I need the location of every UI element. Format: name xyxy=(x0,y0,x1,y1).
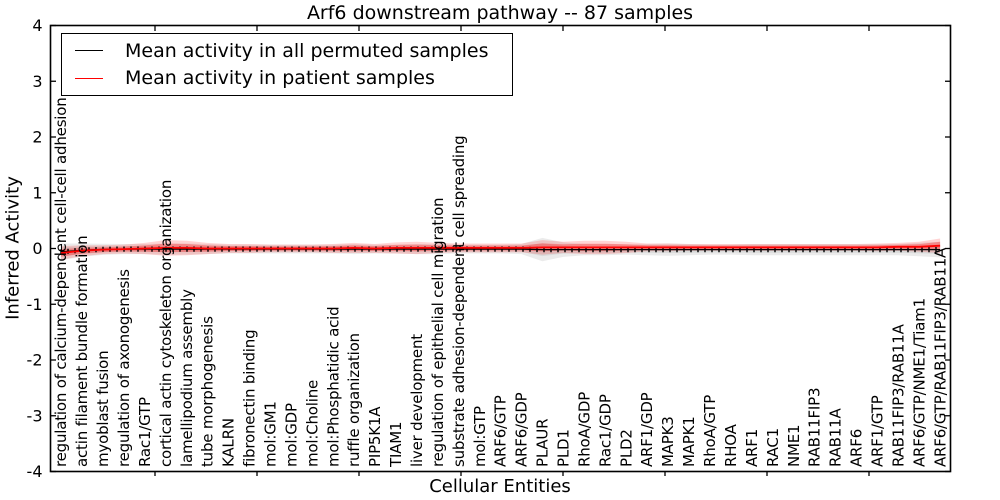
y-tick-label: -2 xyxy=(27,351,43,370)
x-category-label: RhoA/GDP xyxy=(576,392,594,467)
x-category-label: RAB11A xyxy=(827,408,845,467)
x-category-label: TIAM1 xyxy=(387,422,405,468)
x-category-label: liver development xyxy=(408,334,426,467)
x-category-label: NME1 xyxy=(785,425,803,467)
x-category-label: actin filament bundle formation xyxy=(73,236,91,468)
x-category-label: mol:GM1 xyxy=(262,401,280,467)
x-category-label: Rac1/GDP xyxy=(596,394,614,467)
x-category-label: mol:GTP xyxy=(471,406,489,467)
y-tick-label: 1 xyxy=(32,183,42,202)
x-category-label: ARF6/GDP xyxy=(513,392,531,467)
x-category-label: ARF1/GTP xyxy=(869,395,887,467)
y-axis-label: Inferred Activity xyxy=(2,176,24,320)
x-axis-label: Cellular Entities xyxy=(429,476,571,497)
x-category-label: ARF6/GTP xyxy=(492,395,510,467)
x-category-label: MAPK1 xyxy=(680,416,698,467)
permuted-line-swatch-icon xyxy=(75,50,103,52)
x-category-label: substrate adhesion-dependent cell spread… xyxy=(450,135,468,467)
patient-line-swatch-icon xyxy=(75,77,103,79)
x-category-label: regulation of axonogenesis xyxy=(115,269,133,467)
y-tick-label: 3 xyxy=(32,72,42,91)
x-category-label: KALRN xyxy=(220,418,238,467)
x-category-label: ARF6 xyxy=(848,429,866,467)
x-category-label: mol:Choline xyxy=(303,380,321,467)
legend-item-permuted: Mean activity in all permuted samples xyxy=(62,40,512,62)
x-category-label: PIP5K1A xyxy=(366,406,384,467)
y-tick-label: -3 xyxy=(27,406,43,425)
y-tick-label: 2 xyxy=(32,128,42,147)
x-category-label: regulation of epithelial cell migration xyxy=(429,198,447,467)
x-category-label: mol:Phosphatidic acid xyxy=(324,307,342,467)
y-tick-label: -1 xyxy=(27,295,43,314)
x-category-label: Rac1/GTP xyxy=(136,397,154,467)
x-category-label: mol:GDP xyxy=(282,403,300,467)
x-category-label: PLD2 xyxy=(617,429,635,467)
chart-title: Arf6 downstream pathway -- 87 samples xyxy=(306,2,694,24)
x-category-label: MAPK3 xyxy=(659,416,677,467)
x-category-label: ARF6/GTP/RAB11FIP3/RAB11A xyxy=(931,247,949,467)
x-category-label: myoblast fusion xyxy=(94,351,112,467)
x-category-label: lamellipodium assembly xyxy=(178,289,196,467)
x-category-label: ruffle organization xyxy=(345,333,363,467)
x-category-label: PLAUR xyxy=(534,419,552,467)
x-category-label: regulation of calcium-dependent cell-cel… xyxy=(52,97,70,467)
x-category-label: ARF6/GTP/NME1/Tiam1 xyxy=(910,298,928,467)
x-category-label: ARF1/GDP xyxy=(638,392,656,467)
legend-label-permuted: Mean activity in all permuted samples xyxy=(125,39,489,62)
patient-mean-line xyxy=(60,244,941,254)
x-category-label: fibronectin binding xyxy=(241,330,259,467)
permuted-band-inner xyxy=(61,243,941,257)
legend-label-patient: Mean activity in patient samples xyxy=(125,67,435,90)
x-category-label: RAC1 xyxy=(764,428,782,467)
x-category-label: PLD1 xyxy=(555,429,573,467)
x-category-label: RAB11FIP3/RAB11A xyxy=(889,323,907,467)
legend-item-patient: Mean activity in patient samples xyxy=(62,67,512,89)
y-tick-label: 4 xyxy=(32,16,42,35)
x-category-label: RAB11FIP3 xyxy=(806,388,824,467)
x-category-label: cortical actin cytoskeleton organization xyxy=(157,180,175,467)
legend: Mean activity in all permuted samples Me… xyxy=(61,33,513,96)
y-tick-label: 0 xyxy=(32,239,42,258)
x-category-label: tube morphogenesis xyxy=(199,316,217,467)
x-category-label: RhoA/GTP xyxy=(701,395,719,467)
x-category-label: RHOA xyxy=(722,423,740,467)
y-tick-label: -4 xyxy=(27,462,43,481)
x-category-label: ARF1 xyxy=(743,429,761,467)
